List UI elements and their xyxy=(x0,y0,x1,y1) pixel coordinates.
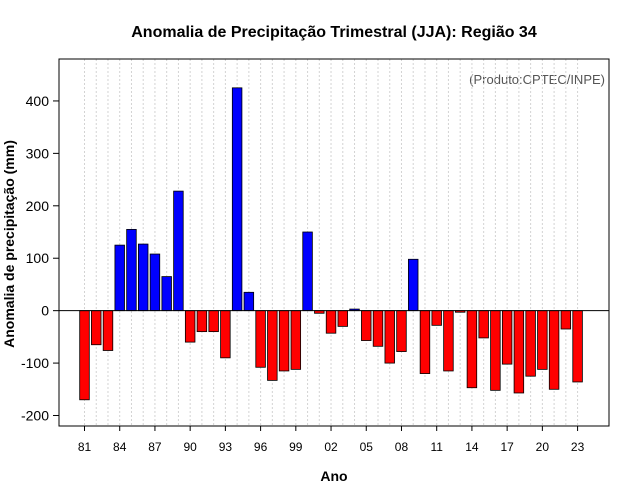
y-tick-label: 0 xyxy=(41,303,49,319)
bar-95 xyxy=(243,291,255,312)
x-tick-label: 17 xyxy=(500,440,514,454)
x-tick-label: 87 xyxy=(148,440,162,454)
y-tick-label: -200 xyxy=(21,408,49,424)
bar-86 xyxy=(137,243,149,312)
bar-03 xyxy=(337,310,348,327)
x-tick-label: 20 xyxy=(536,440,550,454)
bar-05 xyxy=(361,310,372,341)
bar-84 xyxy=(114,244,125,312)
x-tick-label: 08 xyxy=(395,440,409,454)
bar-00 xyxy=(302,231,313,312)
bar-91 xyxy=(196,310,208,333)
bar-89 xyxy=(173,190,184,312)
bar-99 xyxy=(290,310,302,370)
bar-90 xyxy=(184,310,196,343)
bars xyxy=(79,87,583,401)
bar-92 xyxy=(208,310,219,333)
chart-title: Anomalia de Precipitação Trimestral (JJA… xyxy=(131,24,537,41)
bar-94 xyxy=(231,87,243,312)
x-tick-label: 14 xyxy=(465,440,479,454)
bar-11 xyxy=(431,310,442,326)
bar-18 xyxy=(513,310,525,394)
bar-85 xyxy=(126,228,137,312)
x-tick-label: 02 xyxy=(324,440,338,454)
y-tick-label: 200 xyxy=(26,198,50,214)
bar-98 xyxy=(278,310,290,372)
bar-87 xyxy=(149,253,161,312)
bar-88 xyxy=(161,276,172,312)
bar-21 xyxy=(548,310,560,390)
bar-15 xyxy=(478,310,489,339)
bar-93 xyxy=(220,310,231,359)
x-tick-label: 99 xyxy=(289,440,303,454)
bar-12 xyxy=(443,310,454,372)
credit-label: (Produto:CPTEC/INPE) xyxy=(469,72,605,87)
bar-10 xyxy=(419,310,431,374)
plot-frame xyxy=(58,58,610,427)
bar-96 xyxy=(255,310,266,368)
y-tick-label: 300 xyxy=(26,145,50,161)
x-tick-label: 90 xyxy=(183,440,197,454)
x-tick-label: 05 xyxy=(360,440,374,454)
bar-23 xyxy=(572,310,583,383)
x-tick-label: 84 xyxy=(113,440,127,454)
bar-82 xyxy=(91,310,102,346)
x-tick-label: 11 xyxy=(430,440,443,454)
x-tick-label: 93 xyxy=(219,440,233,454)
x-axis-label: Ano xyxy=(320,468,347,484)
x-tick-label: 81 xyxy=(78,440,92,454)
bar-07 xyxy=(384,310,395,364)
bar-16 xyxy=(490,310,501,391)
y-tick-label: 400 xyxy=(26,93,50,109)
y-tick-label: 100 xyxy=(26,250,50,266)
gridlines xyxy=(84,59,579,426)
bar-06 xyxy=(372,310,384,347)
bar-08 xyxy=(396,310,407,352)
bar-81 xyxy=(79,310,90,401)
bar-14 xyxy=(466,310,478,389)
x-tick-label: 96 xyxy=(254,440,268,454)
bar-83 xyxy=(102,310,114,351)
axes: -200 -100 0 100 200 300 400 81 84 87 90 93 96 99 02 05 0… xyxy=(21,58,610,454)
bar-97 xyxy=(267,310,278,381)
bar-19 xyxy=(525,310,536,377)
y-tick-label: -100 xyxy=(21,355,49,371)
bar-22 xyxy=(560,310,572,330)
bar-17 xyxy=(501,310,513,365)
bar-20 xyxy=(537,310,548,370)
bar-09 xyxy=(408,258,419,312)
y-axis-label: Anomalia de precipitação (mm) xyxy=(1,140,17,348)
x-tick-label: 23 xyxy=(571,440,585,454)
bar-02 xyxy=(325,310,337,334)
